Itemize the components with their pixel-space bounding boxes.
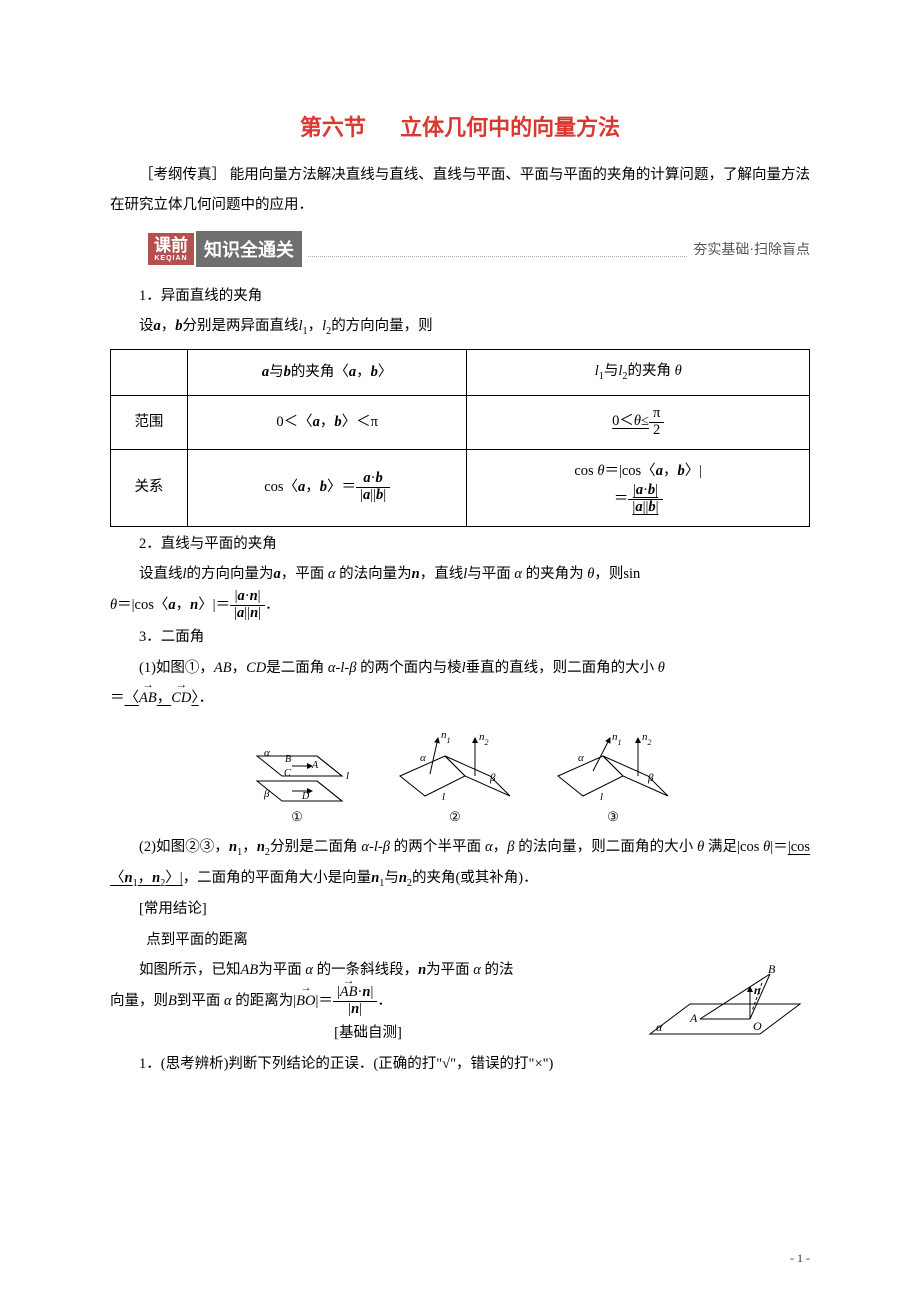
table-row-header: a与b的夹角〈a，b〉 l1与l2的夹角 θ	[111, 349, 810, 395]
banner-left-box: 课前 KEQIAN	[148, 233, 194, 265]
row1-right: 0＜θ≤π2	[467, 395, 810, 449]
d1-D: D	[301, 791, 310, 802]
d1-l: l	[346, 770, 349, 782]
sec1-line: 设a，b分别是两异面直线l1，l2的方向向量，则	[110, 311, 810, 342]
page: 第六节 立体几何中的向量方法 ［考纲传真］ 能用向量方法解决直线与直线、直线与平…	[0, 0, 920, 1302]
d3-n2: n2	[642, 731, 652, 747]
d2-n1: n1	[441, 729, 451, 745]
d3-label: ③	[607, 809, 619, 824]
row2-left: cos〈a，b〉＝a·b|a||b|	[187, 449, 467, 526]
sec2-heading: 2．直线与平面的夹角	[110, 529, 810, 559]
sec3-p1b: ＝〈AB，CD〉．	[110, 683, 810, 713]
d1-alpha: α	[264, 747, 270, 759]
banner-left-sub: KEQIAN	[154, 255, 188, 263]
angle-table: a与b的夹角〈a，b〉 l1与l2的夹角 θ 范围 0＜〈a，b〉＜π 0＜θ≤…	[110, 349, 810, 527]
row2-right: cos θ＝|cos〈a，b〉| ＝|a·b||a||b|	[467, 449, 810, 526]
period3: ．	[377, 993, 392, 1009]
page-number: - 1 -	[790, 1251, 810, 1266]
common-heading: [常用结论]	[110, 894, 810, 924]
diagram-2: α β n1 n2 l ②	[390, 726, 520, 826]
period: ．	[265, 597, 280, 613]
d1-A: A	[311, 760, 319, 771]
syllabus: ［考纲传真］ 能用向量方法解决直线与直线、直线与平面、平面与平面的夹角的计算问题…	[110, 160, 810, 221]
row2-label: 关系	[111, 449, 188, 526]
banner-right: 夯实基础·扫除盲点	[693, 239, 810, 259]
d3-n1: n1	[612, 731, 622, 747]
rd-A: A	[689, 1011, 698, 1025]
d2-beta: β	[489, 772, 496, 784]
d2-n2: n2	[479, 731, 489, 747]
sec1-heading: 1．异面直线的夹角	[110, 281, 810, 311]
section-name: 立体几何中的向量方法	[400, 115, 620, 140]
d1-B: B	[285, 754, 291, 765]
sec3-p1: (1)如图①，AB，CD是二面角 α-l-β 的两个面内与棱l垂直的直线，则二面…	[110, 653, 810, 683]
d2-label: ②	[449, 809, 461, 824]
banner-dots	[308, 256, 687, 257]
rd-n: n	[754, 983, 761, 997]
header-ab: a与b的夹角〈a，b〉	[187, 349, 467, 395]
banner-mid-box: 知识全通关	[196, 231, 302, 267]
section-number: 第六节	[300, 115, 366, 140]
diagram-row: α B A β C D l ① α β n1 n2 l ②	[110, 726, 810, 826]
period2: ．	[199, 690, 214, 706]
d1-C: C	[284, 768, 291, 779]
header-empty	[111, 349, 188, 395]
d3-l: l	[600, 791, 603, 803]
diagram-3: α β n1 n2 l ③	[548, 726, 678, 826]
rd-O: O	[753, 1019, 762, 1033]
table-row-relation: 关系 cos〈a，b〉＝a·b|a||b| cos θ＝|cos〈a，b〉| ＝…	[111, 449, 810, 526]
d1-beta: β	[263, 788, 270, 800]
diagram-plane-distance: B A O n α	[640, 959, 810, 1059]
row1-left: 0＜〈a，b〉＜π	[187, 395, 467, 449]
page-title: 第六节 立体几何中的向量方法	[110, 110, 810, 142]
syllabus-label: ［考纲传真］	[139, 167, 230, 183]
rd-alpha: α	[656, 1020, 663, 1034]
rd-B: B	[768, 962, 776, 976]
d3-beta: β	[647, 772, 654, 784]
pre-class-banner: 课前 KEQIAN 知识全通关 夯实基础·扫除盲点	[148, 231, 810, 267]
table-row-range: 范围 0＜〈a，b〉＜π 0＜θ≤π2	[111, 395, 810, 449]
diagram-1: α B A β C D l ①	[242, 726, 362, 826]
common-sub: 点到平面的距离	[110, 925, 810, 955]
sec3-heading: 3．二面角	[110, 622, 810, 652]
d2-alpha: α	[420, 752, 426, 764]
d2-l: l	[442, 791, 445, 803]
sec2-formula-line: θ＝|cos〈a，n〉|＝|a·n||a||n|．	[110, 589, 810, 622]
frac-num: π	[649, 406, 664, 423]
d3-alpha: α	[578, 752, 584, 764]
sec2-text: 设直线l的方向向量为a，平面 α 的法向量为n，直线l与平面 α 的夹角为 θ，…	[110, 559, 810, 589]
banner-left-main: 课前	[154, 236, 188, 255]
frac-den: 2	[649, 423, 664, 439]
row1-label: 范围	[111, 395, 188, 449]
d1-label: ①	[291, 809, 303, 824]
sec3-p2: (2)如图②③，n1，n2分别是二面角 α-l-β 的两个半平面 α，β 的法向…	[110, 832, 810, 894]
header-l1l2: l1与l2的夹角 θ	[467, 349, 810, 395]
